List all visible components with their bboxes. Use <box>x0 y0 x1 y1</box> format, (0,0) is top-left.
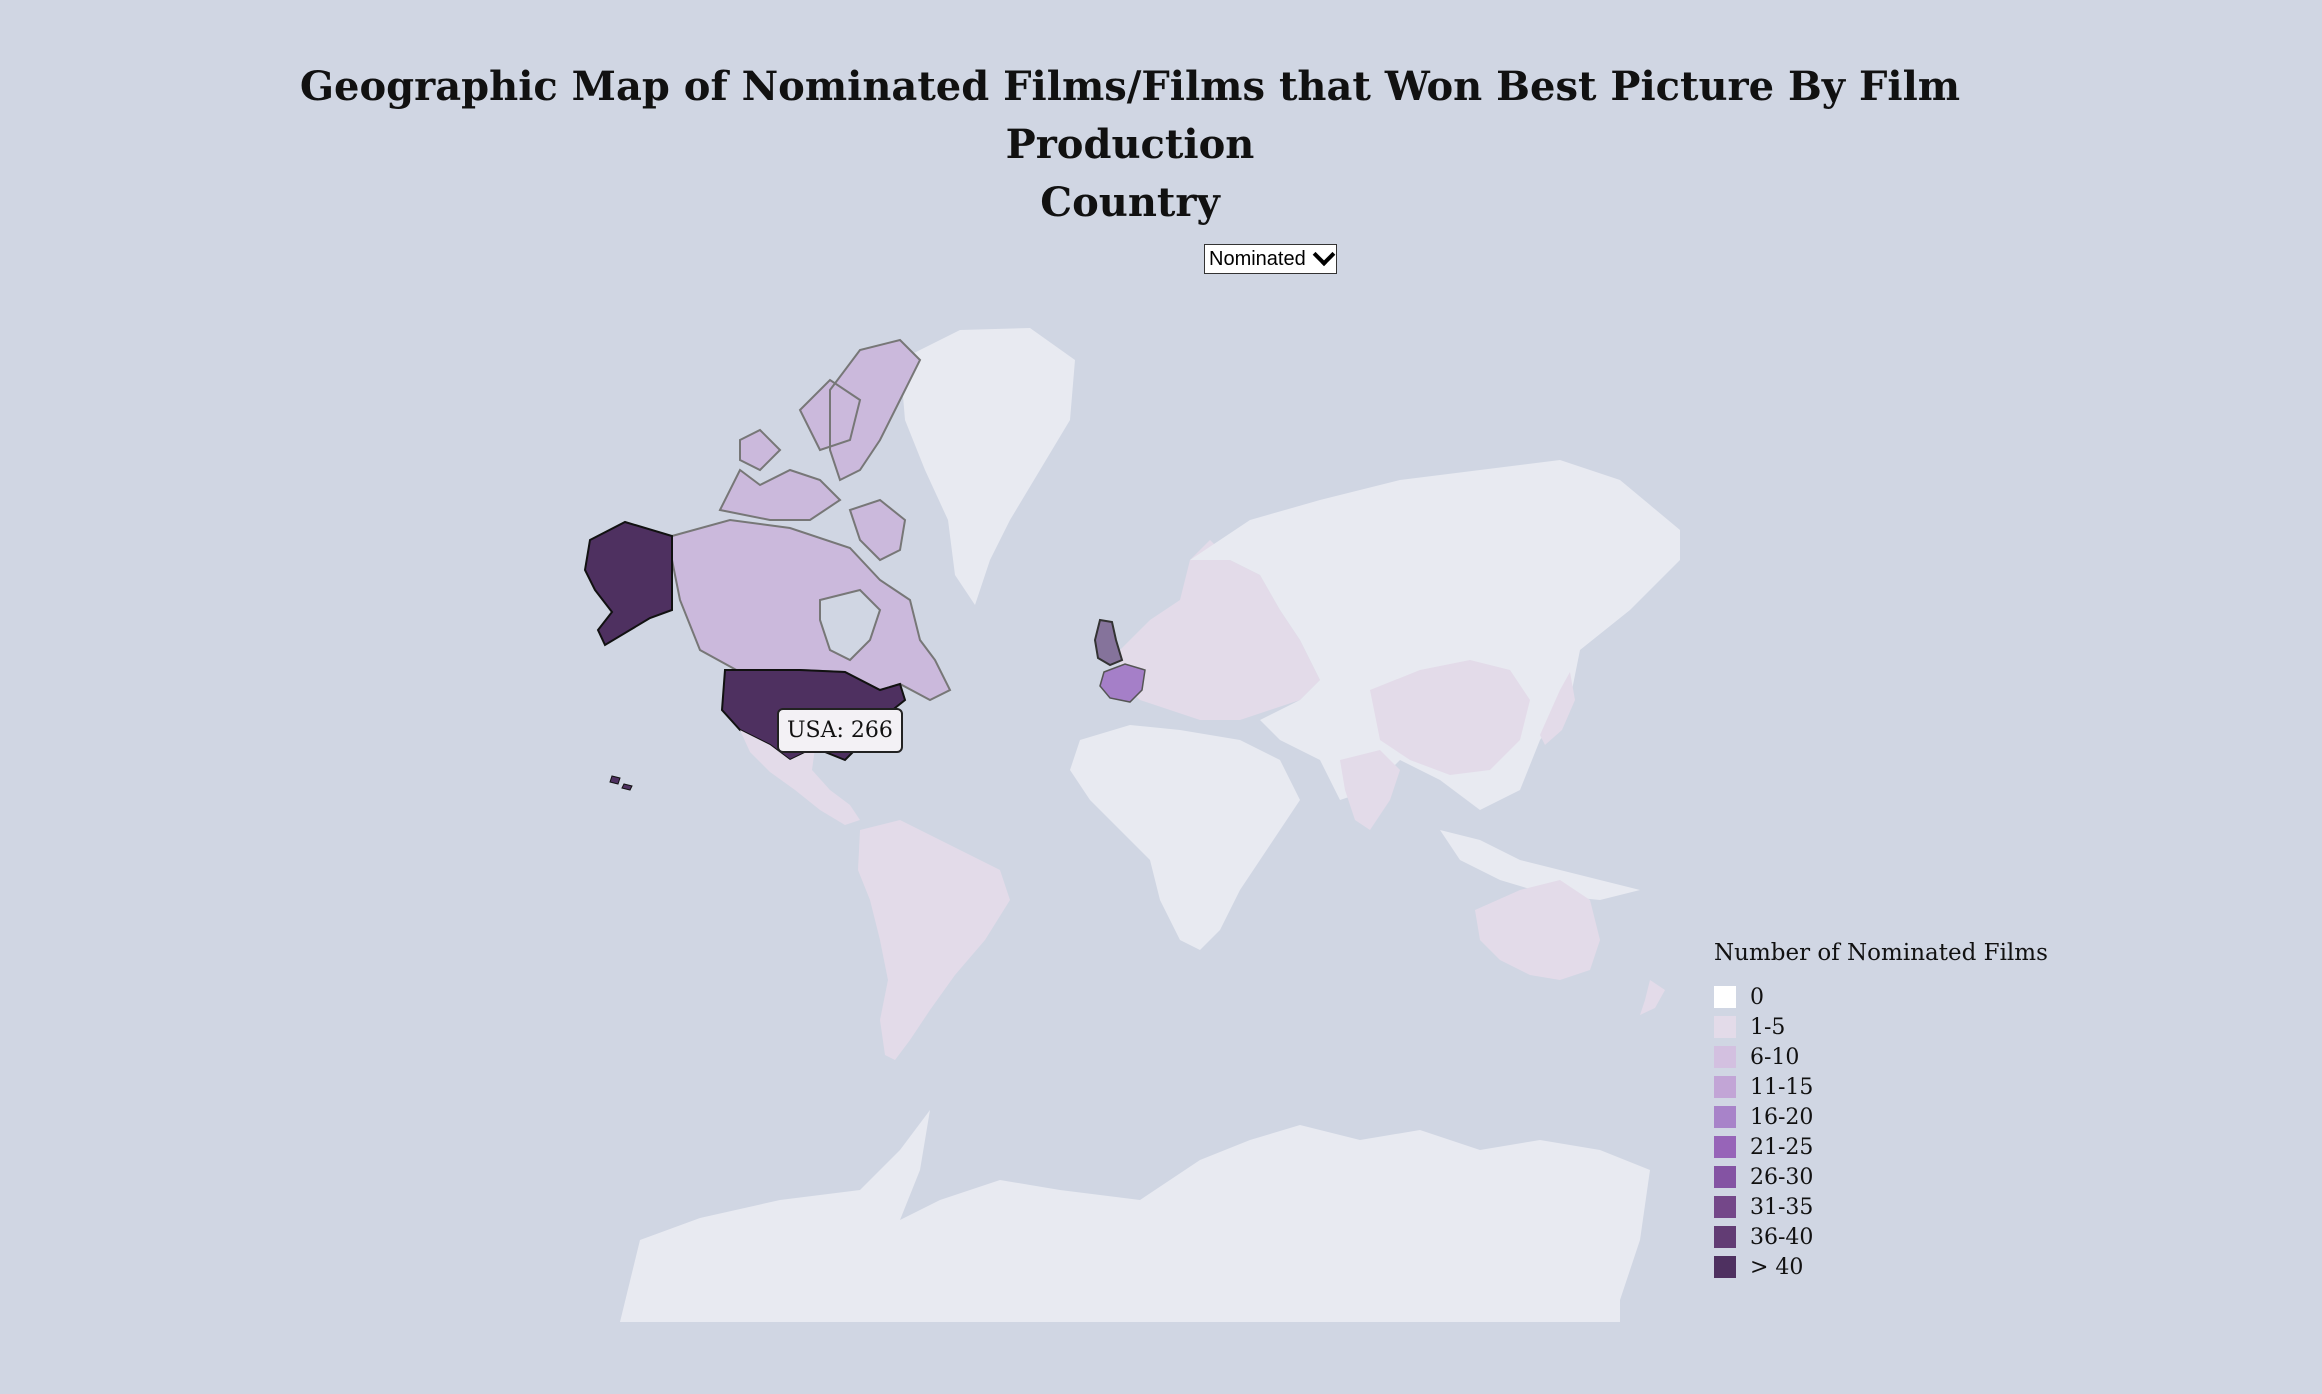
legend-label: 0 <box>1750 984 1764 1010</box>
legend-title: Number of Nominated Films <box>1714 940 2048 966</box>
legend-items: 0 1-5 6-10 11-15 16-20 21-25 26-30 31-35… <box>1714 982 2048 1282</box>
legend-item: 16-20 <box>1714 1102 2048 1132</box>
country-japan[interactable] <box>1540 672 1575 745</box>
legend-item: 1-5 <box>1714 1012 2048 1042</box>
title-line-2: Country <box>1040 179 1220 226</box>
legend-item: 0 <box>1714 982 2048 1012</box>
category-select-value: Nominated <box>1209 247 1306 270</box>
legend-item: 6-10 <box>1714 1042 2048 1072</box>
legend-label: 11-15 <box>1750 1074 1814 1100</box>
legend-swatch <box>1714 1136 1736 1158</box>
legend-swatch <box>1714 1226 1736 1248</box>
legend-label: > 40 <box>1750 1254 1804 1280</box>
legend-swatch <box>1714 1076 1736 1098</box>
continent-south-america[interactable] <box>858 820 1010 1060</box>
legend-swatch <box>1714 1016 1736 1038</box>
country-new-zealand[interactable] <box>1640 980 1665 1015</box>
legend-label: 1-5 <box>1750 1014 1786 1040</box>
region-southeast-asia[interactable] <box>1440 830 1640 900</box>
legend-item: 11-15 <box>1714 1072 2048 1102</box>
legend-label: 31-35 <box>1750 1194 1814 1220</box>
legend-label: 26-30 <box>1750 1164 1814 1190</box>
legend-swatch <box>1714 986 1736 1008</box>
legend-item: > 40 <box>1714 1252 2048 1282</box>
legend-swatch <box>1714 1106 1736 1128</box>
legend-label: 16-20 <box>1750 1104 1814 1130</box>
legend-swatch <box>1714 1196 1736 1218</box>
country-greenland[interactable] <box>900 328 1075 605</box>
map-tooltip: USA: 266 <box>777 708 903 753</box>
country-india[interactable] <box>1340 750 1400 830</box>
legend-item: 31-35 <box>1714 1192 2048 1222</box>
legend-item: 26-30 <box>1714 1162 2048 1192</box>
country-mexico[interactable] <box>740 730 860 825</box>
page-title: Geographic Map of Nominated Films/Films … <box>180 58 2080 232</box>
continent-asia[interactable] <box>1190 460 1680 810</box>
country-antarctica[interactable] <box>620 1110 1650 1322</box>
country-australia[interactable] <box>1475 880 1600 980</box>
hudson-bay <box>819 588 882 662</box>
country-uk[interactable] <box>1093 618 1124 667</box>
country-usa-hawaii[interactable] <box>609 775 633 791</box>
legend-item: 36-40 <box>1714 1222 2048 1252</box>
category-selector-wrap: Nominated <box>1204 243 1337 274</box>
legend-item: 21-25 <box>1714 1132 2048 1162</box>
legend-swatch <box>1714 1256 1736 1278</box>
legend-label: 36-40 <box>1750 1224 1814 1250</box>
legend-swatch <box>1714 1166 1736 1188</box>
country-china[interactable] <box>1370 660 1530 775</box>
category-select[interactable]: Nominated <box>1204 243 1337 274</box>
title-line-1: Geographic Map of Nominated Films/Films … <box>299 63 1961 168</box>
legend-label: 6-10 <box>1750 1044 1800 1070</box>
legend-swatch <box>1714 1046 1736 1068</box>
legend: Number of Nominated Films 0 1-5 6-10 11-… <box>1714 940 2048 1282</box>
legend-label: 21-25 <box>1750 1134 1814 1160</box>
continent-africa[interactable] <box>1070 725 1300 950</box>
country-usa-alaska[interactable] <box>583 520 673 647</box>
continent-europe[interactable] <box>1120 540 1320 720</box>
country-france[interactable] <box>1099 663 1146 703</box>
